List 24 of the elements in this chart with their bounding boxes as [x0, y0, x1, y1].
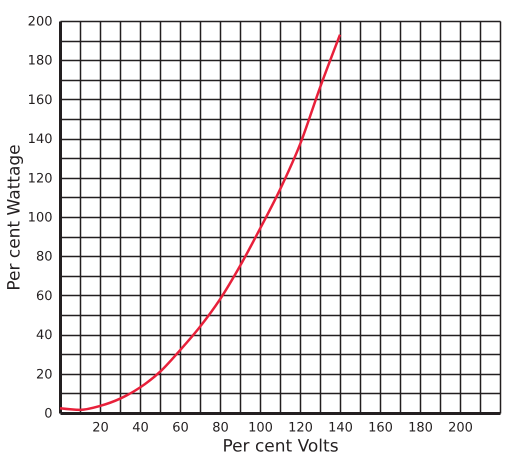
- x-tick-label: 200: [448, 420, 473, 436]
- x-tick-label: 100: [248, 420, 273, 436]
- x-tick-label: 80: [212, 420, 229, 436]
- y-tick-label: 60: [36, 288, 52, 304]
- x-tick-label: 180: [408, 420, 433, 436]
- x-tick-label: 60: [172, 420, 189, 436]
- y-tick-label: 200: [28, 14, 52, 30]
- x-tick-label: 40: [132, 420, 149, 436]
- y-tick-label: 80: [36, 250, 52, 265]
- y-tick-label: 0: [44, 406, 52, 422]
- y-tick-label: 160: [28, 92, 52, 108]
- line-series: [58, 33, 342, 412]
- y-tick-label: 180: [28, 54, 52, 69]
- x-tick-label: 140: [328, 420, 353, 436]
- y-tick-label: 120: [28, 171, 52, 186]
- y-tick-label: 20: [36, 367, 52, 382]
- y-tick-label: 40: [36, 328, 52, 344]
- x-tick-label: 20: [92, 420, 109, 436]
- x-axis-title: Per cent Volts: [222, 436, 339, 456]
- y-tick-label: 100: [28, 210, 52, 226]
- y-tick-label: 140: [28, 132, 52, 148]
- x-tick-label: 160: [368, 420, 393, 436]
- y-axis-title: Per cent Wattage: [4, 144, 25, 291]
- x-tick-label: 120: [288, 420, 313, 436]
